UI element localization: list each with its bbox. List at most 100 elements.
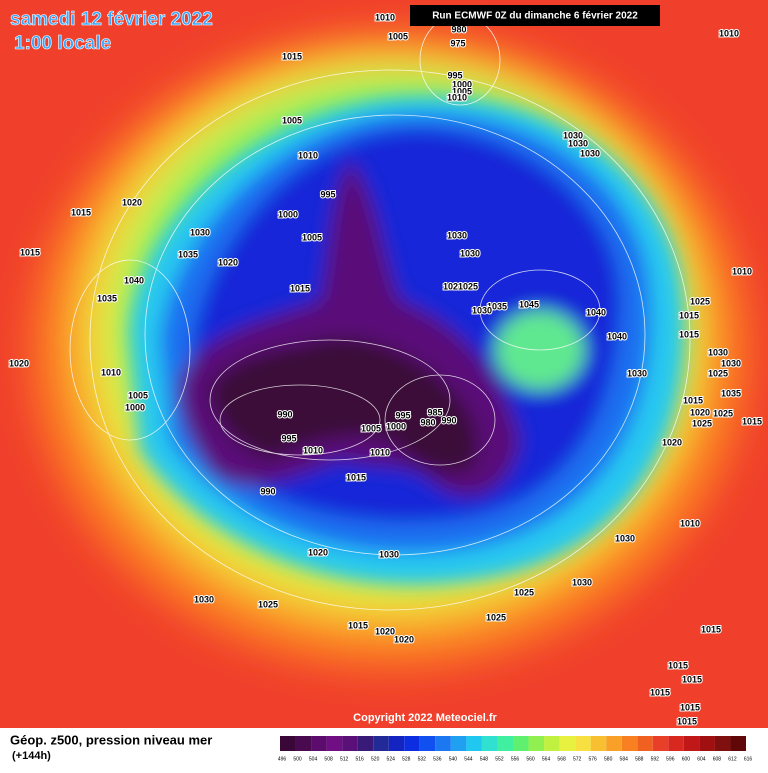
colorbar-tick-label: 508 <box>324 756 333 762</box>
isobar-label: 980 <box>451 24 466 34</box>
colorbar-tick-label: 552 <box>495 756 504 762</box>
isobar-label: 990 <box>260 486 275 496</box>
lead-time: (+144h) <box>12 750 51 762</box>
isobar-label: 1005 <box>282 115 302 125</box>
isobar-label: 1010 <box>370 447 390 457</box>
isobar-label: 1025 <box>486 612 506 622</box>
contours <box>69 14 691 611</box>
colorbar-swatch <box>419 736 436 751</box>
isobar-label: 1015 <box>71 207 91 217</box>
isobar-label: 1020 <box>9 358 29 368</box>
isobar-label: 1015 <box>679 329 699 339</box>
isobar-label: 1025 <box>690 296 710 306</box>
isobar-label: 995 <box>395 410 410 420</box>
isobar-label: 985 <box>427 407 442 417</box>
isobar-label: 1020 <box>122 197 142 207</box>
colorbar-tick-label: 544 <box>464 756 473 762</box>
colorbar-swatch <box>357 736 374 751</box>
colorbar-tick-label: 576 <box>588 756 597 762</box>
isobar-label: 1005 <box>128 390 148 400</box>
colorbar: 496 500 504 508 512 516 520 524 528 532 536 540 544 5… <box>278 736 752 762</box>
isobar-label: 1020 <box>394 634 414 644</box>
isobar-labels: 1010100598097599510001005101010151005101… <box>8 11 763 727</box>
colorbar-swatch <box>497 736 513 751</box>
run-info: Run ECMWF 0Z du dimanche 6 février 2022 <box>432 11 638 22</box>
isobar-label: 1005 <box>302 232 322 242</box>
isobar-label: 1000 <box>386 421 406 431</box>
colorbar-swatch <box>326 736 343 751</box>
colorbar-swatch <box>590 736 607 751</box>
isobar-label: 1030 <box>627 368 647 378</box>
isobar-label: 1035 <box>97 293 117 303</box>
isobar-label: 1025 <box>458 281 478 291</box>
isobar-label: 1030 <box>447 230 467 240</box>
isobar-label: 1010 <box>447 92 467 102</box>
isobar-label: 1030 <box>580 148 600 158</box>
isobar-label: 1015 <box>282 51 302 61</box>
colorbar-tick-label: 560 <box>526 756 535 762</box>
isobar-label: 990 <box>441 415 456 425</box>
isobar-label: 1015 <box>346 472 366 482</box>
isobar-label: 1025 <box>514 587 534 597</box>
colorbar-swatch <box>637 736 653 751</box>
isobar-label: 1020 <box>443 281 463 291</box>
isobar-label: 1010 <box>719 28 739 38</box>
isobar-label: 1015 <box>680 702 700 712</box>
colorbar-tick-label: 596 <box>666 756 675 762</box>
colorbar-swatch <box>481 736 498 751</box>
isobar-label: 1010 <box>375 12 395 22</box>
colorbar-swatch <box>342 736 358 751</box>
isobar-label: 1015 <box>682 674 702 684</box>
copyright: Copyright 2022 Meteociel.fr <box>353 712 497 724</box>
colorbar-swatch <box>528 736 545 751</box>
isobar-label: 1040 <box>586 307 606 317</box>
colorbar-tick-label: 528 <box>402 756 411 762</box>
isobar-label: 1015 <box>650 687 670 697</box>
isobar-label: 995 <box>281 433 296 443</box>
colorbar-tick-label: 568 <box>557 756 566 762</box>
isobar-label: 1030 <box>572 577 592 587</box>
colorbar-swatch <box>450 736 467 751</box>
isobar-label: 1010 <box>298 150 318 160</box>
colorbar-tick-label: 532 <box>418 756 427 762</box>
field-name: Géop. z500, pression niveau mer <box>10 732 212 747</box>
isobar-label: 1035 <box>487 301 507 311</box>
colorbar-swatch <box>295 736 312 751</box>
colorbar-tick-label: 500 <box>293 756 302 762</box>
colorbar-tick-label: 572 <box>573 756 582 762</box>
isobar-label: 1025 <box>708 368 728 378</box>
field-background <box>0 0 768 728</box>
isobar-label: 1010 <box>680 518 700 528</box>
isobar-label: 1005 <box>388 31 408 41</box>
isobar-label: 1010 <box>732 266 752 276</box>
colorbar-swatch <box>730 736 746 751</box>
isobar-label: 1020 <box>690 407 710 417</box>
colorbar-tick-label: 540 <box>449 756 458 762</box>
isobar-label: 995 <box>447 70 462 80</box>
colorbar-tick-label: 608 <box>713 756 722 762</box>
colorbar-tick-label: 564 <box>542 756 551 762</box>
colorbar-tick-label: 496 <box>278 756 287 762</box>
colorbar-swatch <box>621 736 638 751</box>
isobar-label: 1030 <box>472 305 492 315</box>
colorbar-swatch <box>575 736 591 751</box>
isobar-label: 1015 <box>677 716 697 726</box>
colorbar-swatch <box>606 736 622 751</box>
isobar-label: 1015 <box>683 395 703 405</box>
colorbar-tick-label: 580 <box>604 756 613 762</box>
isobar-label: 1005 <box>361 423 381 433</box>
isobar-label: 1030 <box>379 549 399 559</box>
colorbar-tick-label: 612 <box>728 756 737 762</box>
colorbar-swatch <box>559 736 576 751</box>
colorbar-swatch <box>652 736 669 751</box>
isobar-label: 1030 <box>460 248 480 258</box>
isobar-label: 1040 <box>124 275 144 285</box>
colorbar-tick-label: 604 <box>697 756 706 762</box>
isobar-label: 1040 <box>607 331 627 341</box>
colorbar-swatch <box>513 736 529 751</box>
colorbar-swatch <box>668 736 684 751</box>
isobar-label: 1015 <box>20 247 40 257</box>
isobar-label: 1010 <box>303 445 323 455</box>
isobar-label: 1015 <box>742 416 762 426</box>
